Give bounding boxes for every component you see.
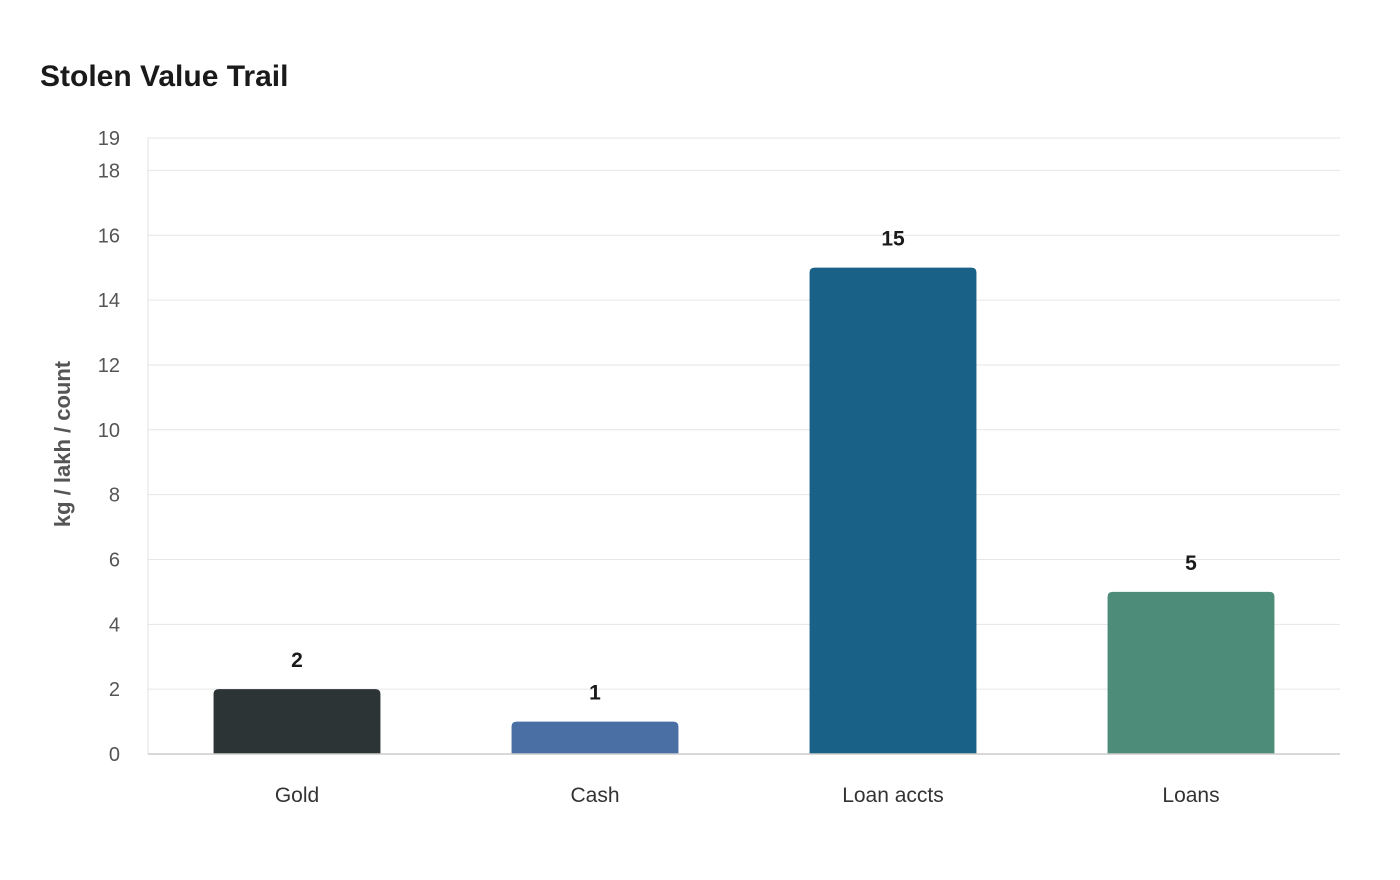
- data-label: 15: [881, 228, 905, 251]
- x-tick-label: Loan accts: [842, 784, 944, 807]
- data-label: 1: [589, 682, 601, 705]
- axes-layer: [147, 138, 1340, 755]
- y-tick-label: 19: [98, 128, 120, 150]
- bar-gold[interactable]: [213, 689, 381, 754]
- y-tick-label: 14: [98, 290, 120, 312]
- data-label: 5: [1185, 552, 1197, 575]
- y-axis-title: kg / lakh / count: [50, 360, 75, 527]
- bar-loans[interactable]: [1107, 591, 1275, 754]
- data-label: 2: [291, 649, 303, 672]
- bar-loan-accts[interactable]: [809, 267, 977, 754]
- x-tick-label: Gold: [275, 784, 319, 807]
- x-tick-label: Loans: [1162, 784, 1219, 807]
- grid-layer: [148, 137, 1340, 690]
- chart-title: Stolen Value Trail: [40, 60, 289, 93]
- y-tick-label: 2: [109, 679, 120, 701]
- y-tick-label: 10: [98, 420, 120, 442]
- y-tick-label: 6: [109, 549, 120, 571]
- y-tick-label: 16: [98, 225, 120, 247]
- y-tick-label: 8: [109, 485, 120, 507]
- bar-cash[interactable]: [511, 721, 679, 754]
- y-tick-label: 18: [98, 160, 120, 182]
- labels-layer: 0 2 4 6 8 10 12 14 16 18 19 2 Gold 1 Cash 15 Loan accts 5…: [98, 128, 1220, 807]
- y-tick-label: 4: [109, 614, 120, 636]
- x-tick-label: Cash: [570, 784, 619, 807]
- y-tick-label: 12: [98, 355, 120, 377]
- bars-layer: [213, 267, 1275, 754]
- y-tick-label: 0: [109, 744, 120, 766]
